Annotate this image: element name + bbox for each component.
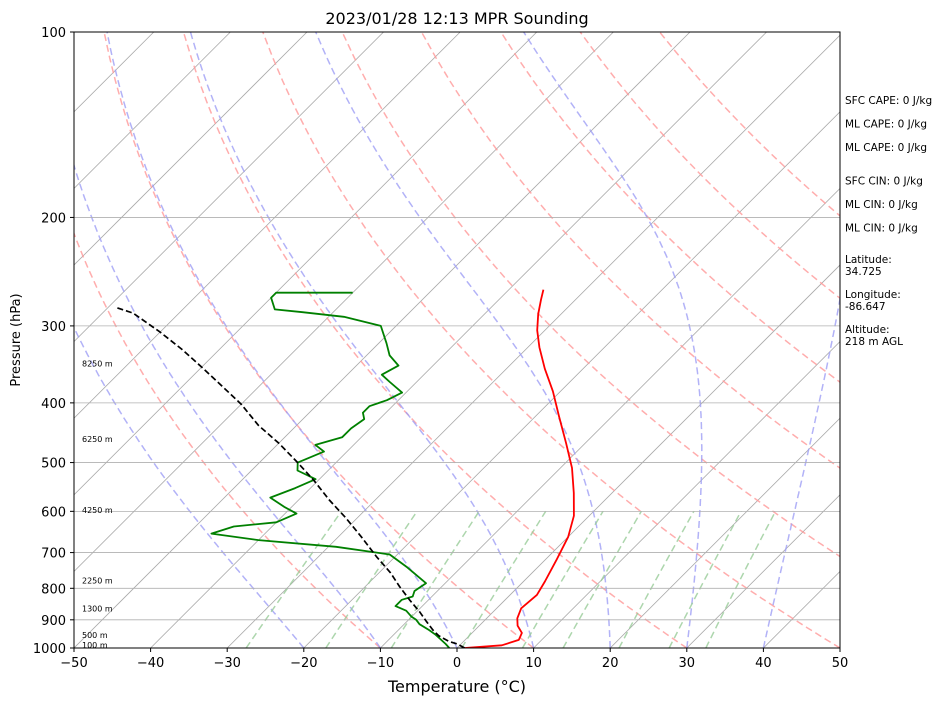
- moist-adiabat-line: [523, 32, 703, 648]
- y-tick-label: 700: [41, 547, 66, 562]
- isotherm-line: [74, 32, 384, 343]
- height-label: 1300 m: [82, 605, 113, 614]
- parcel-line: [115, 306, 466, 648]
- x-tick-label: 0: [453, 656, 461, 671]
- isotherm-line: [686, 494, 840, 648]
- dry-adiabat-line: [262, 32, 840, 648]
- y-tick-label: 400: [41, 397, 66, 412]
- y-tick-label: 800: [41, 582, 66, 597]
- dry-adiabat-line: [74, 231, 381, 648]
- station-annotation-label: Longitude:: [845, 289, 901, 301]
- x-tick-label: 40: [755, 656, 772, 671]
- x-tick-label: 50: [832, 656, 849, 671]
- isotherm-line: [74, 32, 691, 648]
- dry-adiabat-line: [103, 32, 535, 648]
- x-tick-label: −40: [137, 656, 164, 671]
- moist-adiabat-line: [74, 325, 305, 648]
- x-tick-label: −20: [290, 656, 317, 671]
- x-tick-label: 10: [525, 656, 542, 671]
- isotherm-line: [74, 32, 461, 419]
- y-tick-label: 600: [41, 505, 66, 520]
- moist-adiabat-line: [74, 162, 381, 648]
- isotherm-line: [533, 341, 840, 648]
- station-annotation-value: 34.725: [845, 266, 882, 278]
- y-tick-label: 900: [41, 614, 66, 629]
- station-annotation-value: -86.647: [845, 301, 886, 313]
- dry-adiabat-line: [182, 32, 688, 648]
- isotherm-line: [380, 187, 840, 648]
- isotherm-line: [74, 32, 308, 266]
- y-tick-label: 1000: [33, 642, 66, 657]
- stat-annotation: SFC CAPE: 0 J/kg: [845, 95, 932, 107]
- y-tick-label: 500: [41, 457, 66, 472]
- y-axis-label: Pressure (hPa): [9, 293, 24, 386]
- station-annotation-value: 218 m AGL: [845, 336, 903, 348]
- stat-annotation: ML CIN: 0 J/kg: [845, 223, 918, 235]
- moist-adiabat-line: [762, 294, 840, 648]
- stat-annotation: ML CAPE: 0 J/kg: [845, 119, 927, 131]
- y-tick-label: 100: [41, 26, 66, 41]
- moist-adiabat-line: [106, 32, 458, 648]
- moist-adiabat-line: [189, 32, 535, 648]
- dry-adiabat-line: [341, 32, 840, 558]
- dewpoint-line: [210, 291, 450, 648]
- isotherm-line: [303, 111, 840, 648]
- station-annotation-label: Latitude:: [845, 254, 892, 266]
- height-label: 2250 m: [82, 576, 113, 585]
- moist-adiabat-line: [315, 32, 611, 648]
- height-label: 500 m: [82, 631, 108, 640]
- x-tick-label: 30: [679, 656, 696, 671]
- isotherm-line: [74, 32, 614, 572]
- isotherm-line: [456, 264, 840, 648]
- axis-ticks: −50 −40 −30 −20 −10 0 10 20 30 40 50 100 200 300 400 50…: [33, 26, 848, 671]
- dry-adiabat-line: [579, 32, 840, 300]
- dry-adiabat-line: [500, 32, 840, 384]
- station-annotation-label: Altitude:: [845, 324, 890, 336]
- height-label: 8250 m: [82, 359, 113, 368]
- x-tick-label: −10: [367, 656, 394, 671]
- x-tick-label: −50: [60, 656, 87, 671]
- stats-annotations: SFC CAPE: 0 J/kg ML CAPE: 0 J/kg ML CAPE: …: [845, 95, 932, 348]
- isotherm-line: [226, 34, 840, 648]
- height-label: 4250 m: [82, 506, 113, 515]
- pressure-gridlines: [74, 32, 840, 648]
- height-label: 100 m: [82, 641, 108, 650]
- x-axis-label: Temperature (°C): [387, 677, 526, 696]
- isotherm-line: [74, 32, 538, 496]
- x-tick-label: 20: [602, 656, 619, 671]
- y-tick-label: 200: [41, 211, 66, 226]
- y-tick-label: 300: [41, 320, 66, 335]
- isotherm-line: [74, 32, 231, 189]
- stat-annotation: ML CIN: 0 J/kg: [845, 199, 918, 211]
- isotherm-line: [609, 417, 840, 648]
- temperature-line: [464, 289, 575, 648]
- stat-annotation: ML CAPE: 0 J/kg: [845, 142, 927, 154]
- profile-lines: [115, 289, 575, 648]
- stat-annotation: SFC CIN: 0 J/kg: [845, 176, 923, 188]
- height-label: 6250 m: [82, 435, 113, 444]
- chart-title: 2023/01/28 12:13 MPR Sounding: [325, 9, 588, 28]
- x-tick-label: −30: [213, 656, 240, 671]
